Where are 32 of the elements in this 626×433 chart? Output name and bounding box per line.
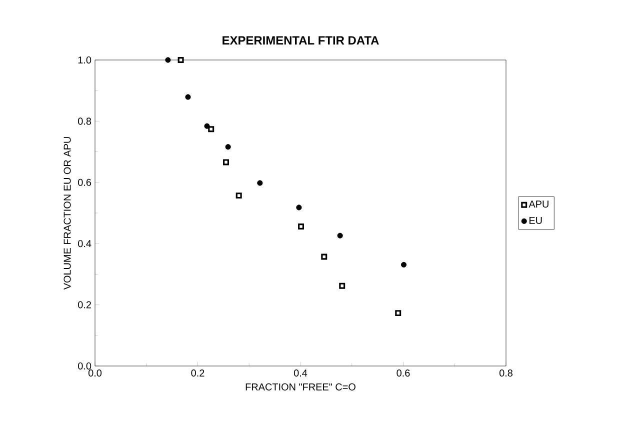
x-tick-label: 0.8 (499, 370, 512, 377)
point (165, 57, 171, 63)
point (395, 310, 402, 316)
point (185, 94, 191, 100)
point (339, 282, 346, 289)
point (223, 159, 229, 166)
x-tick-label: 0.2 (191, 370, 204, 377)
point (178, 57, 184, 63)
x-tick-label: 0.4 (294, 370, 308, 377)
legend-label: APU (528, 200, 548, 208)
y-tick-label: 0.6 (78, 178, 92, 186)
legend-label: EU (530, 216, 542, 224)
y-tick-label: 1.0 (78, 56, 92, 64)
x-tick-label: 0.6 (396, 370, 410, 377)
y-tick-label: 0.8 (78, 118, 92, 125)
chart-title: EXPERIMENTAL FTIR DATA (222, 36, 379, 44)
point (204, 123, 210, 129)
x-axis-title: FRACTION "FREE" C=O (246, 383, 356, 390)
x-tick-label: 0.0 (88, 370, 102, 377)
point (225, 144, 231, 150)
y-tick-label: 0.4 (78, 240, 92, 248)
y-tick-label: 0.2 (78, 301, 91, 308)
point (337, 232, 343, 238)
point (400, 262, 407, 268)
y-axis-title: VOLUME FRACTION EU OR APU (64, 137, 71, 290)
point (296, 204, 302, 210)
point (208, 126, 214, 132)
point (236, 192, 242, 199)
y-tick-label: 0.0 (78, 362, 92, 370)
point (321, 254, 328, 260)
point (298, 223, 304, 230)
point (257, 180, 263, 186)
